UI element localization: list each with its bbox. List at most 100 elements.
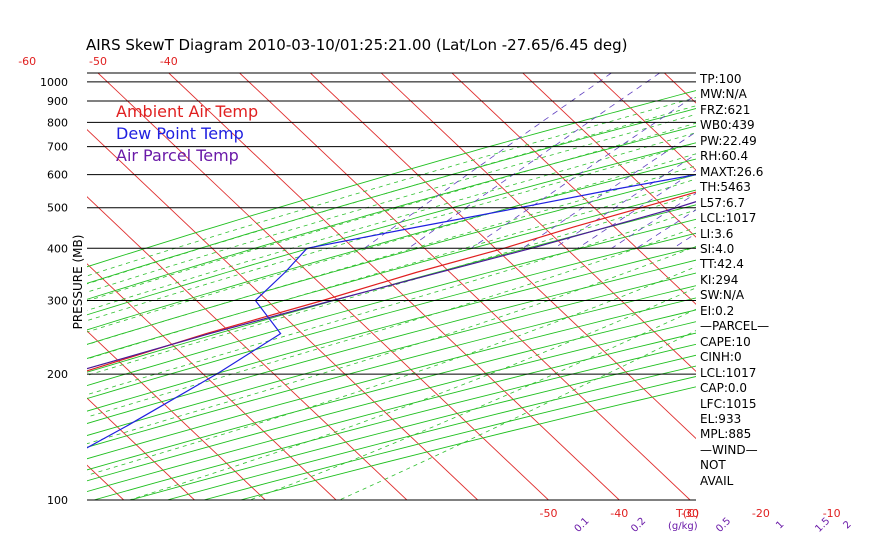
- dry-adiabat-line: [87, 158, 696, 331]
- moist-adiabat-line: [249, 308, 696, 500]
- parcel-temp-line: [87, 201, 696, 370]
- mixing-ratio-line: [761, 73, 870, 248]
- mixing-ratio-label: 0.2: [629, 516, 648, 535]
- stat-maxt: MAXT:26.6: [700, 164, 764, 179]
- bottom-temp-tick-label: -10: [823, 507, 841, 520]
- dry-adiabat-line: [87, 204, 696, 373]
- mixing-ratio-line: [863, 73, 870, 248]
- dry-adiabat-line: [87, 125, 696, 300]
- isotherm-line: [0, 73, 53, 500]
- moist-adiabat-line: [87, 105, 696, 285]
- stat-rh: RH:60.4: [700, 149, 749, 164]
- dry-adiabat-line: [87, 174, 696, 345]
- dry-adiabat-line: [87, 285, 696, 448]
- dry-adiabat-line: [87, 272, 696, 436]
- isotherm-line: [522, 73, 696, 238]
- mixing-ratio-line: [554, 153, 696, 249]
- mixing-ratio-label: 1: [774, 519, 786, 531]
- bottom-temp-tick-label: -40: [610, 507, 628, 520]
- stat-wind-not: NOT: [700, 458, 726, 473]
- mixing-ratio-line: [813, 73, 870, 248]
- mixing-ratio-line: [790, 73, 870, 248]
- isotherm-line: [97, 73, 549, 500]
- isotherm-line: [451, 73, 696, 305]
- moist-adiabat-line: [339, 330, 696, 500]
- stats-panel: TP:100 MW:N/A FRZ:621 WB0:439 PW:22.49 R…: [700, 72, 769, 489]
- mixing-ratio-line: [364, 73, 612, 249]
- moist-adiabat-line: [87, 209, 696, 396]
- mixing-ratio-line: [611, 192, 696, 249]
- legend-ambient-air-temp: Ambient Air Temp: [116, 102, 259, 121]
- stat-parcel-header: —PARCEL—: [700, 319, 770, 334]
- stat-pw: PW:22.49: [700, 133, 757, 148]
- pressure-tick-label: 500: [47, 202, 68, 215]
- mixing-ratio-label: 2: [841, 519, 853, 531]
- stat-th: TH:5463: [700, 180, 751, 195]
- stat-mpl: MPL:885: [700, 427, 752, 442]
- chart-title: AIRS SkewT Diagram 2010-03-10/01:25:21.0…: [86, 36, 628, 54]
- moist-adiabat-line: [129, 287, 696, 500]
- dry-adiabat-line: [87, 259, 696, 425]
- moist-adiabat-line: [87, 122, 696, 302]
- dry-adiabat-line: [87, 218, 696, 387]
- isotherm-line: [87, 196, 408, 500]
- mixing-ratio-label: 0.1: [573, 516, 592, 535]
- stat-si: SI:4.0: [700, 241, 735, 256]
- isotherm-line: [310, 73, 696, 440]
- stat-tt: TT:42.4: [700, 257, 744, 272]
- pressure-tick-label: 1000: [40, 76, 68, 89]
- isotherm-line: [87, 263, 337, 500]
- dry-adiabat-line: [203, 376, 696, 500]
- mixing-ratio-label: 0.5: [714, 516, 733, 535]
- top-temp-tick-label: -50: [89, 55, 107, 68]
- legend-air-parcel-temp: Air Parcel Temp: [116, 146, 239, 165]
- stat-li: LI:3.6: [700, 226, 734, 241]
- moist-adiabat-line: [87, 178, 696, 360]
- stat-cap: CAP:0.0: [700, 381, 747, 396]
- stat-wb0: WB0:439: [700, 118, 755, 133]
- isotherm-line: [380, 73, 696, 373]
- moist-adiabat-line: [87, 266, 696, 476]
- dry-adiabat-line: [87, 232, 696, 400]
- dew-point-line: [87, 174, 696, 449]
- stat-sw: SW:N/A: [700, 288, 745, 303]
- stat-el: EL:933: [700, 411, 742, 426]
- dry-adiabat-line: [87, 297, 696, 460]
- legend-dew-point-temp: Dew Point Temp: [116, 124, 244, 143]
- y-axis-label: PRESSURE (MB): [71, 235, 85, 330]
- isotherm-line: [239, 73, 691, 500]
- moist-adiabat-line: [87, 142, 696, 322]
- dry-adiabat-line: [87, 309, 696, 471]
- dry-adiabat-line: [87, 321, 696, 482]
- pressure-tick-label: 700: [47, 141, 68, 154]
- pressure-tick-label: 400: [47, 242, 68, 255]
- mixing-ratio-unit-label: (g/kg): [668, 521, 698, 532]
- stat-tp: TP:100: [700, 72, 742, 86]
- stat-l57: L57:6.7: [700, 195, 746, 210]
- stat-cape: CAPE:10: [700, 334, 751, 349]
- stat-wind-header: —WIND—: [700, 442, 758, 457]
- stat-ei: EI:0.2: [700, 303, 735, 318]
- pressure-tick-label: 900: [47, 95, 68, 108]
- stat-parcel-lcl: LCL:1017: [700, 365, 757, 380]
- isotherm-line: [806, 73, 870, 500]
- dry-adiabat-line: [87, 90, 696, 268]
- pressure-tick-label: 300: [47, 294, 68, 307]
- stat-lfc: LFC:1015: [700, 396, 757, 411]
- bottom-temp-unit-label: T(C): [675, 507, 699, 520]
- stat-ki: KI:294: [700, 272, 739, 287]
- stat-lcl: LCL:1017: [700, 211, 757, 226]
- stat-wind-avail: AVAIL: [700, 473, 734, 488]
- isotherm-line: [87, 330, 266, 500]
- bottom-temp-tick-label: -50: [540, 507, 558, 520]
- plot-area: [0, 73, 870, 500]
- pressure-tick-label: 100: [47, 494, 68, 507]
- top-temp-tick-label: -40: [160, 55, 178, 68]
- pressure-tick-label: 600: [47, 169, 68, 182]
- isotherm-line: [87, 129, 478, 500]
- bottom-temp-tick-label: -30: [681, 507, 699, 520]
- isotherm-line: [593, 73, 696, 171]
- pressure-tick-label: 200: [47, 368, 68, 381]
- moist-adiabat-line: [87, 113, 696, 293]
